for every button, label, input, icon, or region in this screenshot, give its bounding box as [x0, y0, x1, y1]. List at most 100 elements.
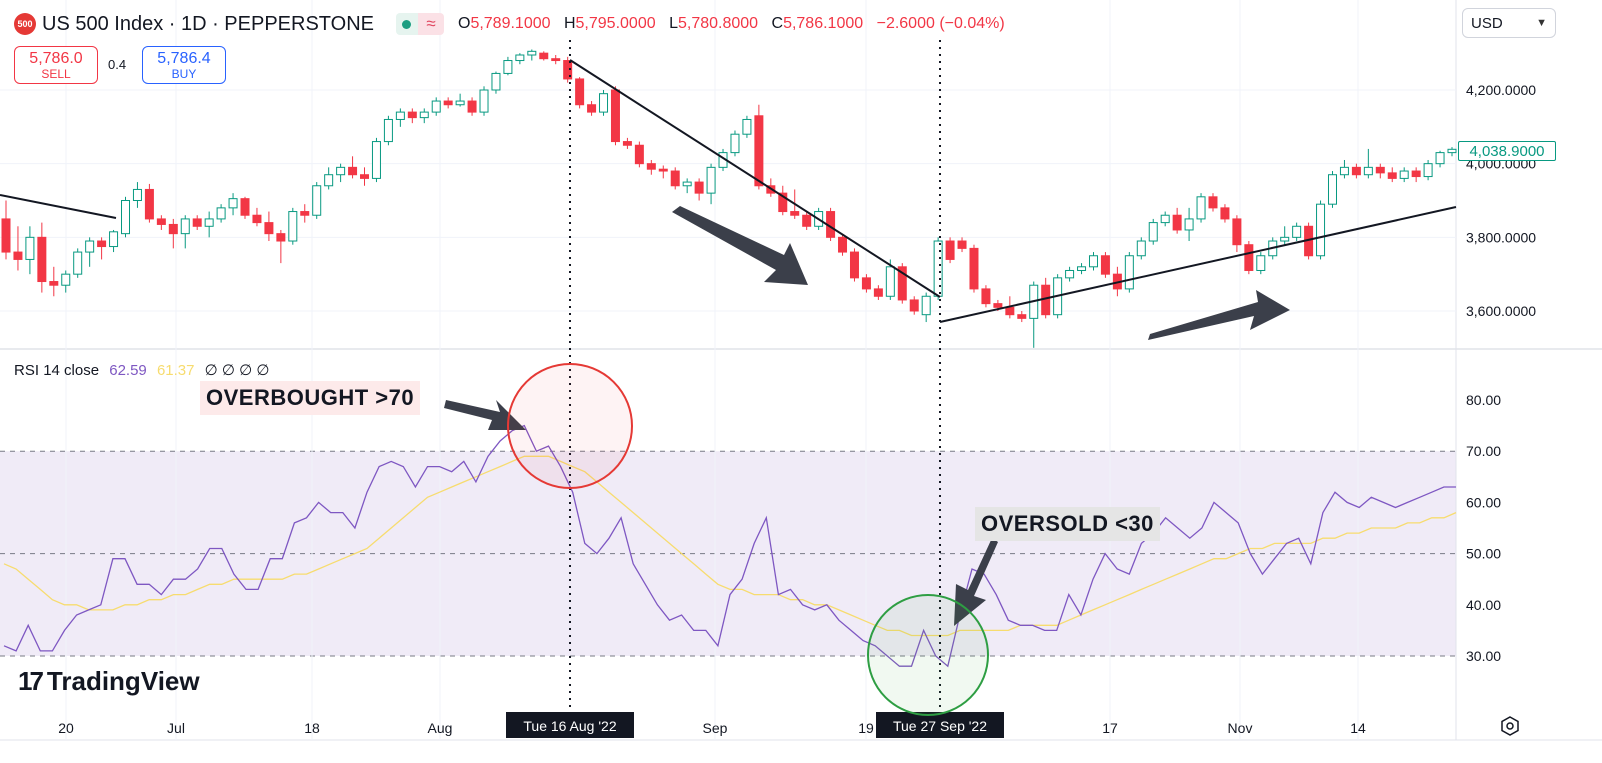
candle [1339, 159, 1349, 179]
candle [109, 229, 119, 253]
rsi-value: 62.59 [109, 362, 147, 379]
candle [1088, 252, 1098, 271]
candle-body [1399, 170, 1409, 179]
wave-icon[interactable]: ≈ [417, 13, 444, 35]
candle [1077, 263, 1087, 275]
candle [479, 86, 489, 116]
candle-body [1339, 166, 1349, 176]
currency-value: USD [1471, 14, 1503, 32]
candle [1172, 207, 1182, 234]
candle [610, 86, 620, 146]
candle-body [1292, 225, 1302, 238]
candle [61, 270, 71, 293]
candle-body [13, 251, 23, 260]
candle-body [921, 295, 931, 316]
candle [431, 97, 441, 116]
up-arrow-icon [1148, 290, 1290, 340]
candle-body [312, 185, 322, 216]
candle-body [1208, 196, 1218, 209]
candle-body [1160, 214, 1170, 224]
candle-body [802, 214, 812, 227]
rsi-legend[interactable]: RSI 14 close 62.59 61.37 ∅ ∅ ∅ ∅ [14, 361, 269, 379]
candle-body [431, 100, 441, 113]
candle [981, 285, 991, 308]
candle-body [144, 188, 154, 220]
candle [1017, 311, 1027, 323]
candle-body [324, 174, 334, 187]
candle-body [658, 168, 668, 172]
down-arrow-icon [672, 206, 808, 285]
candle [1351, 163, 1361, 179]
candle [144, 183, 154, 223]
candle [455, 93, 465, 107]
currency-select[interactable]: USD ▼ [1462, 8, 1556, 38]
spread-value: 0.4 [108, 57, 127, 72]
candle-body [1017, 314, 1027, 319]
candle [658, 165, 668, 179]
candle-body [993, 303, 1003, 308]
crosshair-label-bg [506, 712, 634, 738]
candle [1316, 200, 1326, 260]
candle [97, 237, 107, 260]
market-open-icon[interactable] [395, 13, 418, 35]
symbol-title[interactable]: US 500 Index · 1D · PEPPERSTONE [42, 12, 374, 35]
candle [622, 137, 632, 149]
candle-body [49, 281, 59, 286]
candle [802, 211, 812, 230]
candle-body [360, 174, 370, 179]
overbought-annotation: OVERBOUGHT >70 [200, 381, 421, 415]
candle [49, 266, 59, 297]
candle-body [873, 288, 883, 297]
candle [599, 90, 609, 116]
rsi-tick-label: 40.00 [1466, 597, 1501, 613]
candle-body [634, 144, 644, 165]
candle [551, 55, 561, 65]
candle-body [1184, 218, 1194, 231]
candle-body [491, 72, 501, 91]
candle-body [240, 198, 250, 216]
candle [1208, 193, 1218, 212]
buy-button[interactable]: 5,786.4 BUY [142, 46, 226, 84]
candle [419, 108, 429, 124]
candle-body [599, 93, 609, 113]
candle [180, 215, 190, 249]
time-tick-label: Sep [703, 720, 728, 736]
rsi-params: 14 close [43, 362, 100, 379]
symbol-badge[interactable]: 500 [14, 13, 36, 35]
candle-body [754, 115, 764, 187]
candle [395, 108, 405, 127]
candle [491, 71, 501, 94]
crosshair-date-label: Tue 16 Aug '22 [523, 718, 616, 734]
settings-gear-icon[interactable] [1500, 716, 1520, 736]
candle [1148, 218, 1158, 245]
sell-price: 5,786.0 [29, 50, 83, 67]
candle [443, 97, 453, 109]
candle-body [1375, 166, 1385, 174]
candle-body [957, 240, 967, 249]
time-tick-label: Aug [428, 720, 453, 736]
candle-body [1065, 269, 1075, 279]
sell-label: SELL [41, 67, 71, 81]
candle-body [838, 236, 848, 253]
candle [1196, 193, 1206, 223]
candle-body [1232, 218, 1242, 246]
candle-body [694, 181, 704, 194]
time-tick-label: 14 [1350, 720, 1366, 736]
candle-body [121, 200, 131, 235]
candle-body [61, 273, 71, 286]
candle-body [551, 58, 561, 62]
tradingview-logo[interactable]: 17 TradingView [18, 666, 200, 697]
candle [383, 115, 393, 146]
price-tick-label: 3,600.0000 [1466, 303, 1536, 319]
candle-body [742, 118, 752, 135]
candle-body [37, 236, 47, 283]
candle-body [563, 60, 573, 80]
candle [969, 244, 979, 293]
candle [1220, 204, 1230, 223]
rsi-tick-label: 60.00 [1466, 494, 1501, 510]
rsi-tick-label: 50.00 [1466, 546, 1501, 562]
candle-body [1387, 172, 1397, 179]
candle [1124, 252, 1134, 293]
last-price-tag: 4,038.9000 [1458, 141, 1556, 161]
sell-button[interactable]: 5,786.0 SELL [14, 46, 98, 84]
